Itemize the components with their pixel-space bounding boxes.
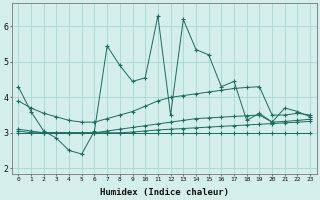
X-axis label: Humidex (Indice chaleur): Humidex (Indice chaleur) [100,188,229,197]
